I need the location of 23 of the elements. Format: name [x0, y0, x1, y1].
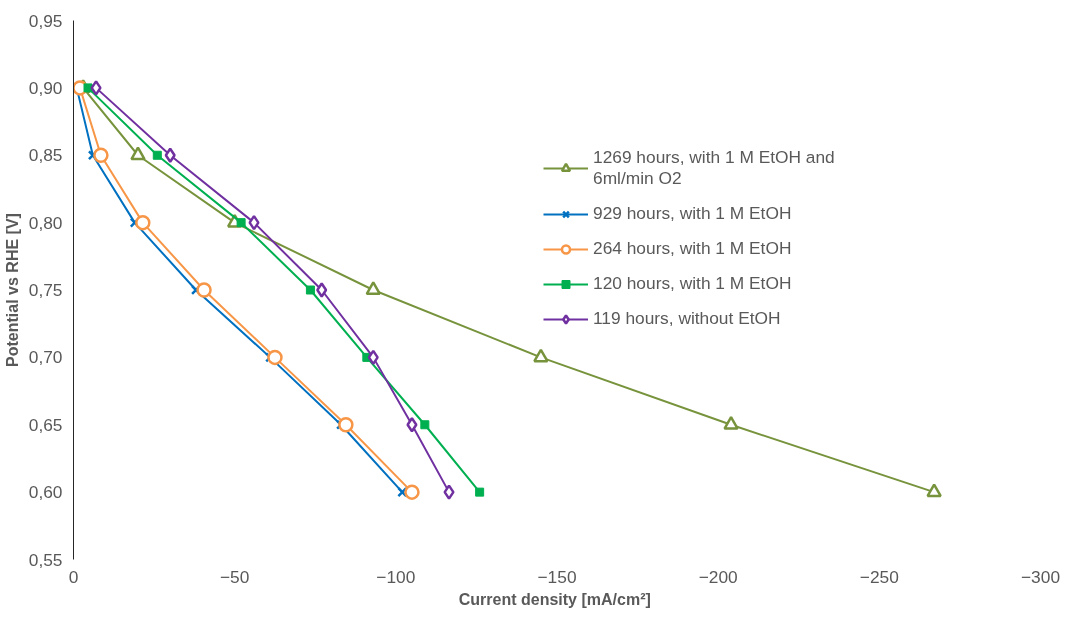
legend-label: 264 hours, with 1 M EtOH	[593, 238, 792, 259]
y-tick-label: 0,55	[28, 549, 63, 570]
y-tick-label: 0,85	[28, 145, 63, 166]
y-tick-label: 0,60	[28, 482, 63, 503]
x-tick-label: 0	[68, 566, 79, 587]
y-tick-label: 0,65	[28, 414, 63, 435]
x-tick-label: −300	[1020, 566, 1061, 587]
y-tick-label: 0,80	[28, 212, 63, 233]
x-tick-label: −250	[859, 566, 899, 587]
y-axis-title: Potential vs RHE [V]	[3, 213, 21, 367]
y-tick-label: 0,95	[28, 10, 63, 31]
x-tick-label: −150	[537, 566, 577, 587]
y-tick-label: 0,90	[28, 77, 63, 98]
x-tick-label: −100	[376, 566, 416, 587]
legend-label: 929 hours, with 1 M EtOH	[593, 203, 792, 224]
x-tick-label: −200	[698, 566, 738, 587]
y-tick-label: 0,75	[28, 280, 63, 300]
legend-label: 1269 hours, with 1 M EtOH and 6ml/min O2	[593, 147, 835, 189]
x-axis-title: Current density [mA/cm²]	[458, 590, 651, 608]
legend-label: 119 hours, without EtOH	[593, 308, 781, 329]
legend-label: 120 hours, with 1 M EtOH	[593, 273, 792, 294]
x-tick-label: −50	[219, 566, 250, 587]
y-tick-label: 0,70	[28, 347, 63, 368]
